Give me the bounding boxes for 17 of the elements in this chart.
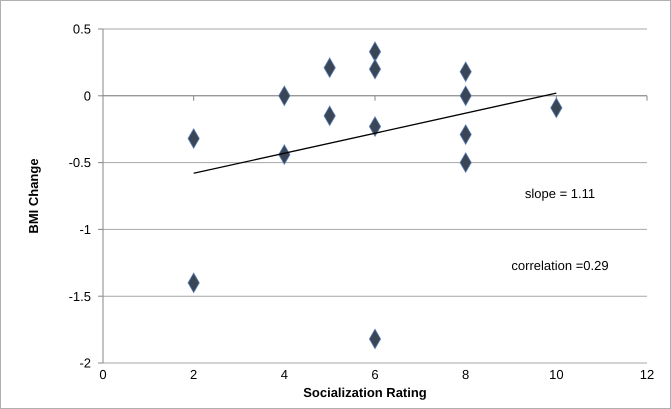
- annotation: correlation =0.29: [511, 258, 609, 273]
- x-tick-label: 4: [280, 367, 288, 382]
- x-tick-label: 10: [549, 367, 564, 382]
- y-tick-label: 0: [84, 88, 91, 104]
- y-tick-label: 0.5: [72, 22, 91, 37]
- x-tick-label: 8: [462, 367, 470, 382]
- x-tick-label: 12: [640, 367, 654, 382]
- y-axis-title: BMI Change: [26, 158, 41, 234]
- x-axis-title: Socialization Rating: [303, 385, 427, 400]
- x-tick-label: 0: [99, 367, 107, 382]
- y-tick-label: -0.5: [68, 155, 91, 170]
- annotation: slope = 1.11: [524, 186, 596, 201]
- y-tick-label: -2: [79, 356, 91, 371]
- x-tick-label: 2: [190, 367, 198, 382]
- x-tick-label: 6: [371, 367, 379, 382]
- y-tick-label: -1: [79, 222, 91, 237]
- y-tick-label: -1.5: [68, 288, 91, 304]
